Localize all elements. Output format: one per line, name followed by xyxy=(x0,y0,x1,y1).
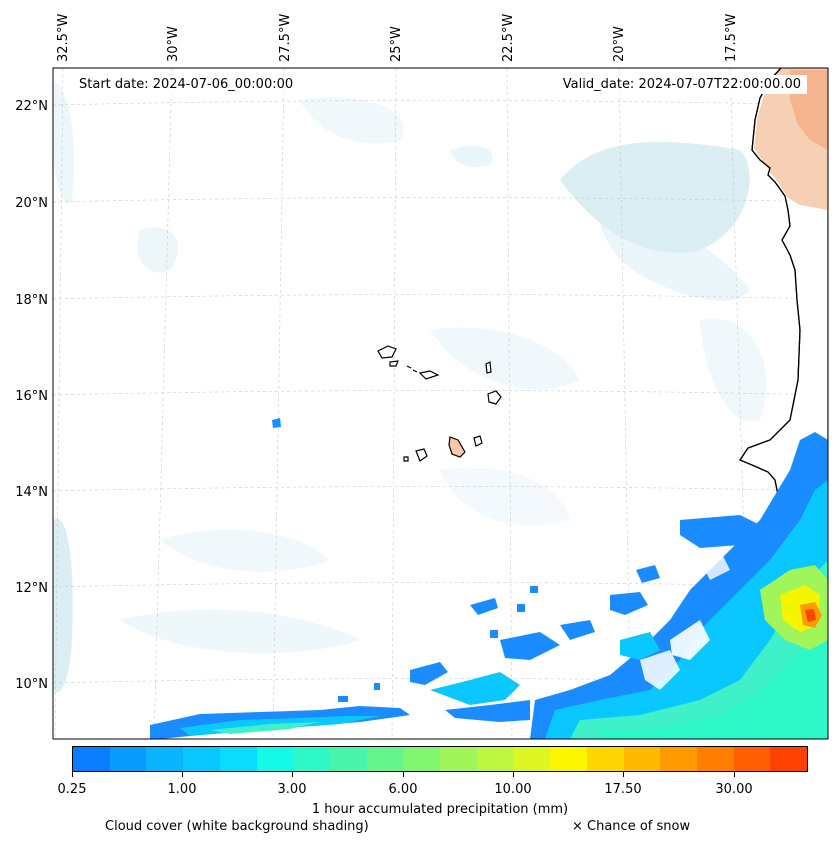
colorbar-title: 1 hour accumulated precipitation (mm) xyxy=(311,802,569,817)
colorbar-swatch xyxy=(440,747,477,771)
cape-verde-islands xyxy=(377,345,502,462)
colorbar-swatch xyxy=(219,747,257,771)
lat-label: 18°N xyxy=(15,293,48,308)
africa-coastline xyxy=(739,68,828,521)
lon-label: 22.5°W xyxy=(501,14,516,62)
lat-label: 22°N xyxy=(15,99,48,114)
precipitation-colorbar xyxy=(72,746,808,772)
lon-label: 20°W xyxy=(612,26,627,62)
colorbar-swatch xyxy=(623,747,661,771)
colorbar-tick-label: 17.50 xyxy=(604,782,642,797)
lat-label: 20°N xyxy=(15,196,48,211)
colorbar-swatch xyxy=(109,747,147,771)
lat-label: 16°N xyxy=(15,389,48,404)
colorbar-swatch xyxy=(366,747,404,771)
latitude-labels: 22°N 20°N 18°N 16°N 14°N 12°N 10°N xyxy=(15,99,48,692)
lon-label: 30°W xyxy=(166,26,181,62)
colorbar-tickmark xyxy=(623,772,624,777)
forecast-map: 32.5°W 30°W 27.5°W 25°W 22.5°W 20°W 17.5… xyxy=(15,14,829,740)
colorbar-tick-label: 1.00 xyxy=(167,782,197,797)
valid-date-label: Valid_date: 2024-07-07T22:00:00.00 xyxy=(556,75,807,94)
lat-label: 14°N xyxy=(15,485,48,500)
colorbar-tick-label: 3.00 xyxy=(277,782,307,797)
colorbar-tickmark xyxy=(734,772,735,777)
colorbar-tickmark xyxy=(403,772,404,777)
lon-label: 25°W xyxy=(389,26,404,62)
colorbar-swatch xyxy=(733,747,771,771)
colorbar-tickmark xyxy=(292,772,293,777)
cloud-cover-layer xyxy=(53,80,767,693)
lon-label: 17.5°W xyxy=(724,14,739,62)
colorbar-swatch xyxy=(770,747,808,771)
colorbar-tickmark xyxy=(182,772,183,777)
precipitation-layer xyxy=(150,418,828,739)
colorbar-swatch xyxy=(183,747,220,771)
snow-chance-note: × Chance of snow xyxy=(572,819,691,834)
colorbar-swatch xyxy=(403,747,441,771)
colorbar-tickmark xyxy=(513,772,514,777)
colorbar-swatch xyxy=(146,747,184,771)
lon-label: 32.5°W xyxy=(56,14,71,62)
lon-label: 27.5°W xyxy=(278,14,293,62)
lat-label: 12°N xyxy=(15,581,48,596)
colorbar-swatch xyxy=(513,747,551,771)
colorbar-swatch xyxy=(476,747,514,771)
cloud-cover-note: Cloud cover (white background shading) xyxy=(105,819,369,834)
colorbar-tick-label: 0.25 xyxy=(57,782,87,797)
colorbar-tick-label: 30.00 xyxy=(715,782,753,797)
colorbar-swatch xyxy=(329,747,367,771)
colorbar-tickmark xyxy=(72,772,73,777)
colorbar-swatch xyxy=(73,747,110,771)
colorbar-tick-label: 6.00 xyxy=(388,782,418,797)
colorbar-swatch xyxy=(293,747,330,771)
longitude-labels: 32.5°W 30°W 27.5°W 25°W 22.5°W 20°W 17.5… xyxy=(56,14,739,62)
colorbar-swatch xyxy=(586,747,624,771)
colorbar-swatch xyxy=(696,747,734,771)
colorbar-swatch xyxy=(660,747,697,771)
colorbar-swatch xyxy=(550,747,587,771)
lat-label: 10°N xyxy=(15,677,48,692)
colorbar-swatch xyxy=(256,747,294,771)
start-date-label: Start date: 2024-07-06_00:00:00 xyxy=(73,75,300,94)
colorbar-tick-label: 10.00 xyxy=(494,782,532,797)
